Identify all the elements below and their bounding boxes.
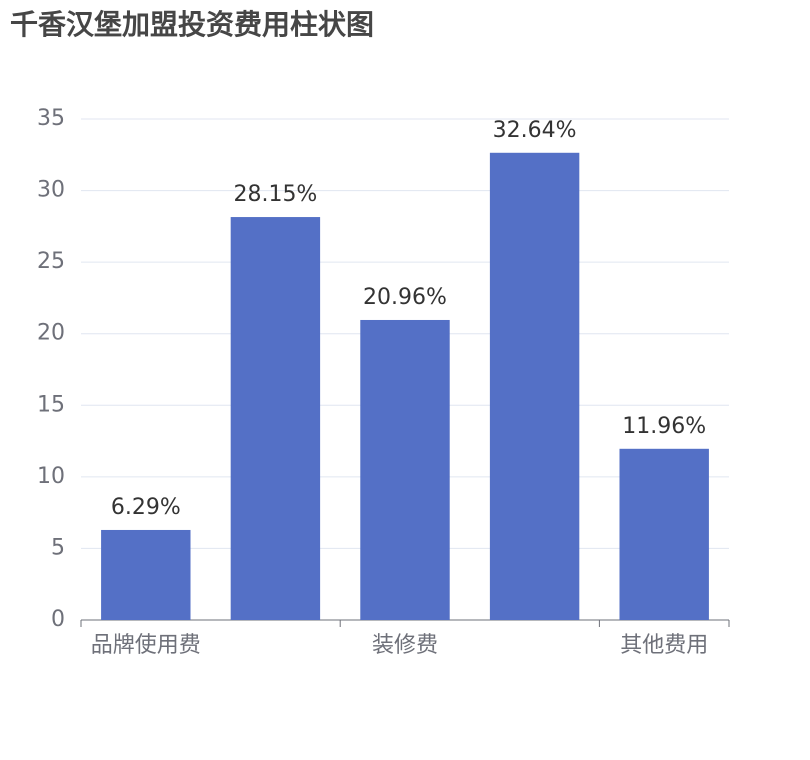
chart-title: 千香汉堡加盟投资费用柱状图	[10, 8, 374, 41]
bar	[619, 448, 709, 620]
value-label: 32.64%	[493, 118, 577, 143]
x-tick-label: 装修费	[372, 633, 438, 658]
value-label: 20.96%	[363, 285, 447, 310]
y-tick-label: 15	[37, 392, 65, 417]
y-tick-label: 10	[37, 464, 65, 489]
y-tick-label: 0	[51, 607, 65, 632]
bar	[230, 217, 321, 620]
value-label: 28.15%	[233, 182, 317, 207]
bar	[489, 152, 580, 620]
bar	[101, 529, 191, 620]
x-tick-label: 其他费用	[620, 633, 708, 658]
value-label: 11.96%	[622, 414, 706, 439]
y-tick-label: 20	[37, 321, 65, 346]
value-label: 6.29%	[111, 495, 181, 520]
y-tick-label: 25	[37, 249, 65, 274]
bar	[360, 319, 450, 620]
y-tick-label: 30	[37, 178, 65, 203]
y-tick-label: 35	[37, 106, 65, 131]
x-tick-label: 品牌使用费	[91, 633, 201, 658]
y-tick-label: 5	[51, 535, 65, 560]
